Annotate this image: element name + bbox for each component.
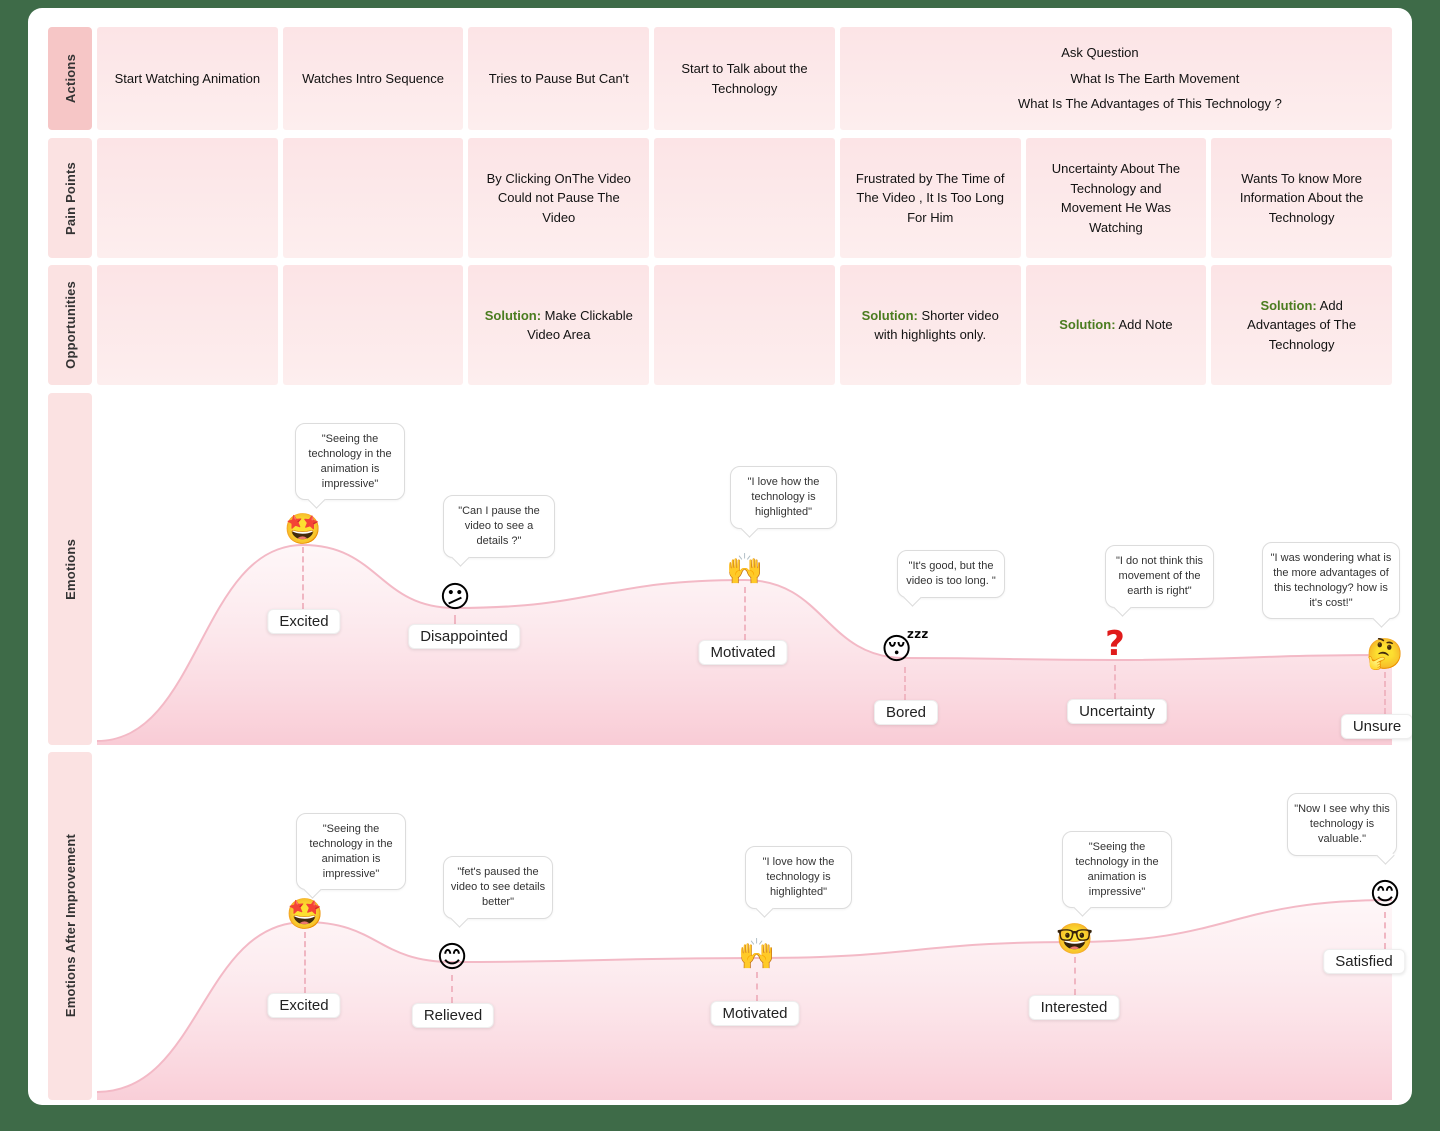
quote-bubble-motivated: "I love how the technology is highlighte… bbox=[730, 466, 837, 529]
action-cell-ask-question: Ask Question What Is The Earth Movement … bbox=[839, 27, 1392, 130]
row-label-emotions-text: Emotions bbox=[62, 538, 78, 600]
pain-text: Frustrated by The Time of The Video , It… bbox=[855, 170, 1005, 225]
journey-map-board: Actions Start Watching Animation Watches… bbox=[28, 8, 1412, 1105]
pain-cell-empty bbox=[97, 138, 278, 258]
row-label-emotions: Emotions bbox=[48, 393, 92, 745]
quote-bubble-disappointed: "Can I pause the video to see a details … bbox=[443, 495, 555, 558]
question-line: Ask Question bbox=[1061, 45, 1139, 61]
row-label-pain-points-text: Pain Points bbox=[62, 161, 78, 235]
dashed-connector bbox=[454, 615, 456, 624]
pain-cell-wants-more-info: Wants To know More Information About the… bbox=[1211, 138, 1392, 258]
dashed-connector bbox=[304, 932, 306, 993]
opportunity-text: Add Note bbox=[1118, 317, 1173, 333]
pain-cell-empty bbox=[282, 138, 464, 258]
solution-label: Solution: bbox=[861, 307, 918, 323]
sleeping-emoji-icon: 😴 bbox=[880, 632, 930, 667]
emotion-after-label-interested: Interested bbox=[1028, 995, 1120, 1020]
action-cell-tries-pause: Tries to Pause But Can't bbox=[468, 27, 650, 130]
quote-bubble-uncertainty: "I do not think this movement of the ear… bbox=[1105, 545, 1214, 608]
quote-bubble-relieved: "fet's paused the video to see details b… bbox=[443, 856, 553, 919]
opportunity-cell-shorter-video: Solution: Shorter video with highlights … bbox=[839, 265, 1021, 385]
smiling-blush-emoji-icon: 😊 bbox=[1369, 877, 1401, 912]
pain-text: Uncertainty About The Technology and Mov… bbox=[1051, 161, 1181, 235]
opportunity-text: Shorter video with highlights only. bbox=[874, 307, 999, 343]
star-struck-emoji-icon: 🤩 bbox=[284, 512, 322, 547]
dashed-connector bbox=[302, 547, 304, 609]
pain-cell-empty bbox=[654, 138, 835, 258]
action-text: Watches Intro Sequence bbox=[302, 70, 444, 86]
emotion-after-label-motivated: Motivated bbox=[710, 1001, 800, 1026]
solution-label: Solution: bbox=[1260, 297, 1317, 313]
pain-text: By Clicking OnThe Video Could not Pause … bbox=[486, 170, 631, 225]
action-cell-talk-technology: Start to Talk about the Technology bbox=[654, 27, 835, 130]
quote-bubble-bored: "It's good, but the video is too long. " bbox=[897, 550, 1005, 598]
emotion-label-bored: Bored bbox=[873, 700, 939, 725]
opportunity-text: Make Clickable Video Area bbox=[527, 307, 633, 343]
red-question-mark-icon: ? bbox=[1105, 624, 1125, 664]
opportunity-cell-add-advantages: Solution: Add Advantages of The Technolo… bbox=[1211, 265, 1392, 385]
nerd-emoji-icon: 🤓 bbox=[1056, 922, 1094, 957]
pain-points-row: By Clicking OnThe Video Could not Pause … bbox=[97, 138, 1392, 258]
thinking-emoji-icon: 🤔 bbox=[1366, 637, 1404, 672]
opportunity-cell-empty bbox=[654, 265, 835, 385]
emotion-label-disappointed: Disappointed bbox=[408, 624, 520, 649]
opportunities-row: Solution: Make Clickable Video Area Solu… bbox=[97, 265, 1392, 385]
quote-bubble-satisfied: "Now I see why this technology is valuab… bbox=[1287, 793, 1397, 856]
quote-bubble-motivated-after: "I love how the technology is highlighte… bbox=[745, 846, 852, 909]
row-label-emotions-after: Emotions After Improvement bbox=[48, 752, 92, 1100]
confused-emoji-icon: 😕 bbox=[439, 580, 471, 615]
emotion-label-motivated: Motivated bbox=[698, 640, 788, 665]
row-label-emotions-after-text: Emotions After Improvement bbox=[62, 834, 78, 1018]
emotion-label-uncertainty: Uncertainty bbox=[1067, 699, 1167, 724]
dashed-connector bbox=[1114, 665, 1116, 699]
action-cell-start-watching: Start Watching Animation bbox=[97, 27, 278, 130]
dashed-connector bbox=[744, 587, 746, 640]
dashed-connector bbox=[1074, 957, 1076, 995]
question-line: What Is The Earth Movement bbox=[1070, 70, 1240, 86]
opportunity-cell-empty bbox=[282, 265, 464, 385]
action-text: Tries to Pause But Can't bbox=[488, 70, 629, 86]
actions-row: Start Watching Animation Watches Intro S… bbox=[97, 27, 1392, 130]
opportunity-cell-add-note: Solution: Add Note bbox=[1025, 265, 1207, 385]
emotions-chart: 🤩 Excited "Seeing the technology in the … bbox=[97, 393, 1412, 745]
emotion-after-label-relieved: Relieved bbox=[411, 1003, 495, 1028]
raising-hands-emoji-icon: 🙌 bbox=[726, 552, 764, 587]
opportunity-cell-empty bbox=[97, 265, 278, 385]
emotion-after-label-excited: Excited bbox=[267, 993, 341, 1018]
pain-cell-video-too-long: Frustrated by The Time of The Video , It… bbox=[839, 138, 1021, 258]
quote-bubble-interested: "Seeing the technology in the animation … bbox=[1062, 831, 1172, 909]
action-text: Start to Talk about the Technology bbox=[681, 61, 808, 96]
quote-bubble-unsure: "I was wondering what is the more advant… bbox=[1262, 542, 1400, 620]
opportunity-text: Add Advantages of The Technology bbox=[1247, 297, 1357, 352]
dashed-connector bbox=[1384, 672, 1386, 714]
solution-label: Solution: bbox=[484, 307, 542, 323]
row-label-actions: Actions bbox=[48, 27, 92, 130]
solution-label: Solution: bbox=[1059, 317, 1116, 333]
star-struck-emoji-icon: 🤩 bbox=[286, 897, 324, 932]
row-label-actions-text: Actions bbox=[62, 53, 78, 104]
emotions-after-chart: 🤩 Excited "Seeing the technology in the … bbox=[97, 752, 1405, 1100]
smiling-emoji-icon: 😊 bbox=[436, 940, 468, 975]
action-cell-watches-intro: Watches Intro Sequence bbox=[282, 27, 464, 130]
pain-cell-uncertainty: Uncertainty About The Technology and Mov… bbox=[1025, 138, 1207, 258]
emotion-after-label-satisfied: Satisfied bbox=[1323, 949, 1405, 974]
dashed-connector bbox=[904, 667, 906, 700]
emotion-label-excited: Excited bbox=[267, 609, 341, 634]
pain-cell-cannot-pause: By Clicking OnThe Video Could not Pause … bbox=[468, 138, 650, 258]
row-label-pain-points: Pain Points bbox=[48, 138, 92, 258]
emotion-after-curve bbox=[97, 899, 1392, 1100]
row-label-opportunities: Opportunities bbox=[48, 265, 92, 385]
row-label-opportunities-text: Opportunities bbox=[62, 281, 78, 369]
dashed-connector bbox=[756, 972, 758, 1001]
dashed-connector bbox=[451, 975, 453, 1003]
quote-bubble-excited: "Seeing the technology in the animation … bbox=[295, 423, 405, 501]
dashed-connector bbox=[1384, 912, 1386, 949]
opportunity-cell-clickable-area: Solution: Make Clickable Video Area bbox=[468, 265, 650, 385]
pain-text: Wants To know More Information About the… bbox=[1239, 170, 1364, 225]
question-line: What Is The Advantages of This Technolog… bbox=[1018, 96, 1282, 112]
quote-bubble-excited-after: "Seeing the technology in the animation … bbox=[296, 813, 406, 891]
emotion-label-unsure: Unsure bbox=[1340, 714, 1412, 739]
action-text: Start Watching Animation bbox=[114, 70, 261, 86]
raising-hands-emoji-icon: 🙌 bbox=[738, 937, 776, 972]
